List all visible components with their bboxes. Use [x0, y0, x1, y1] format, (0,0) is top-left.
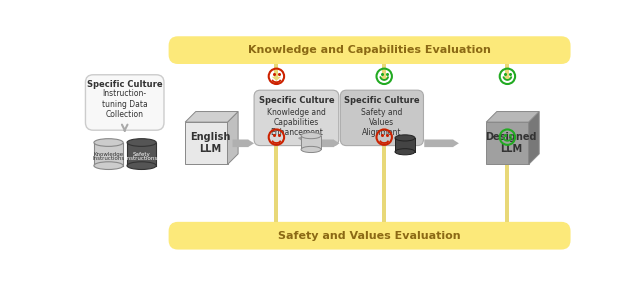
Polygon shape [506, 130, 509, 222]
Text: Specific Culture: Specific Culture [259, 96, 334, 105]
Polygon shape [301, 136, 321, 149]
Polygon shape [529, 112, 539, 164]
Polygon shape [503, 77, 512, 81]
Polygon shape [185, 112, 238, 122]
Text: Specific Culture: Specific Culture [344, 96, 420, 105]
Ellipse shape [127, 139, 156, 146]
FancyBboxPatch shape [168, 36, 570, 64]
Text: Knowledge: Knowledge [93, 152, 124, 156]
Polygon shape [185, 122, 227, 164]
Text: Instructions: Instructions [92, 156, 125, 161]
Polygon shape [424, 140, 459, 147]
Text: Designed: Designed [486, 132, 537, 142]
Polygon shape [382, 137, 387, 222]
Polygon shape [506, 64, 509, 77]
Text: English: English [190, 132, 230, 142]
Polygon shape [272, 77, 281, 81]
Ellipse shape [301, 146, 321, 153]
Ellipse shape [395, 149, 415, 155]
Polygon shape [486, 112, 539, 122]
Polygon shape [232, 140, 254, 147]
FancyBboxPatch shape [168, 222, 570, 250]
Ellipse shape [301, 132, 321, 139]
Polygon shape [382, 64, 387, 77]
Polygon shape [275, 64, 278, 77]
Polygon shape [272, 132, 281, 137]
Polygon shape [395, 138, 415, 152]
FancyBboxPatch shape [86, 75, 164, 130]
Text: Instruction-
tuning Data
Collection: Instruction- tuning Data Collection [102, 89, 148, 119]
Polygon shape [380, 77, 389, 81]
Polygon shape [380, 132, 389, 137]
Polygon shape [486, 122, 529, 164]
Text: Instructions: Instructions [125, 156, 158, 161]
Text: Safety: Safety [132, 152, 150, 156]
Polygon shape [94, 143, 123, 166]
Ellipse shape [127, 162, 156, 170]
Text: Knowledge and
Capabilities
Enhancement: Knowledge and Capabilities Enhancement [267, 108, 326, 138]
FancyBboxPatch shape [254, 90, 339, 146]
Polygon shape [275, 137, 278, 222]
Polygon shape [311, 140, 340, 147]
Text: Safety and
Values
Alignment: Safety and Values Alignment [361, 108, 403, 138]
Ellipse shape [395, 135, 415, 141]
Text: Specific Culture: Specific Culture [87, 80, 163, 89]
Ellipse shape [94, 139, 123, 146]
Polygon shape [227, 112, 238, 164]
Text: LLM: LLM [500, 144, 522, 154]
Text: Knowledge and Capabilities Evaluation: Knowledge and Capabilities Evaluation [248, 45, 491, 55]
Text: Safety and Values Evaluation: Safety and Values Evaluation [278, 231, 461, 241]
Text: LLM: LLM [199, 144, 221, 154]
FancyBboxPatch shape [340, 90, 424, 146]
Polygon shape [127, 143, 156, 166]
Polygon shape [503, 127, 512, 130]
Ellipse shape [94, 162, 123, 170]
